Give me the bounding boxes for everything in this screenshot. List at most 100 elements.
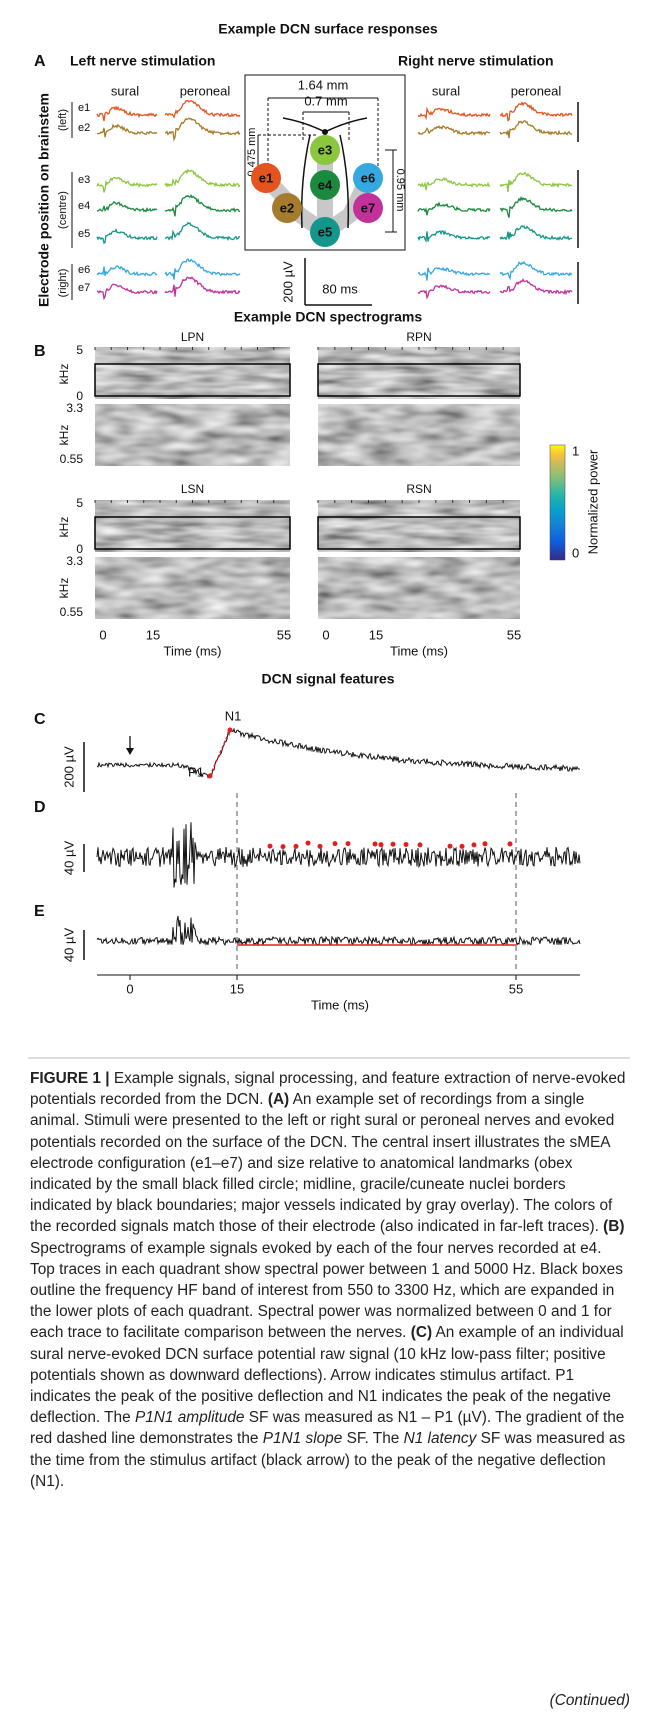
spectrogram <box>95 347 290 399</box>
scale-label: 80 ms <box>322 281 358 296</box>
filtered-trace <box>96 822 581 888</box>
trace <box>164 193 241 217</box>
y-tick-label: 3.3 <box>66 554 83 568</box>
caption: FIGURE 1 | Example signals, signal proce… <box>30 1068 630 1492</box>
caption-term: N1 latency <box>403 1430 477 1448</box>
electrode-label: e3 <box>318 142 332 157</box>
x-tick-label: 0 <box>99 627 106 642</box>
trace <box>164 99 241 119</box>
caption-ref: (A) <box>267 1091 290 1109</box>
trace <box>417 284 491 300</box>
axis-label: Electrode position on brainstem <box>36 93 52 307</box>
spectrograms: LPN503.30.55kHzkHzRPNLSN503.30.55kHzkHz0… <box>57 330 521 658</box>
scale-label: 200 µV <box>61 746 76 788</box>
axis-label: kHz <box>57 425 71 446</box>
group-label: (left) <box>57 109 69 131</box>
figure: Example DCN surface responses A Left ner… <box>28 21 630 1059</box>
caption-text: Example signals, signal processing, and … <box>30 1070 626 1109</box>
colorbar <box>549 444 566 561</box>
x-tick-label: 55 <box>509 981 523 996</box>
peak-dot <box>305 840 311 846</box>
peak-dot <box>332 841 338 847</box>
caption-term: P1N1 amplitude <box>134 1409 245 1427</box>
column-label: peroneal <box>511 83 562 98</box>
trace <box>96 176 158 193</box>
panel-letter: D <box>34 799 46 816</box>
trace <box>417 177 491 191</box>
traces: 0 15 55 <box>96 727 581 996</box>
caption-text: An example of an individual sural nerve-… <box>30 1324 624 1427</box>
peak-dot <box>447 843 453 849</box>
plot-title: LSN <box>181 482 204 496</box>
peak-dot <box>378 842 384 848</box>
panel-title: DCN signal features <box>261 671 394 687</box>
trace <box>164 168 241 188</box>
boundary <box>300 134 350 229</box>
electrode-label: e4 <box>318 177 333 192</box>
caption-text: SF was measured as the time from the sti… <box>30 1430 626 1490</box>
scale-label: 40 µV <box>61 928 76 963</box>
caption-text: An example set of recordings from a sing… <box>30 1091 615 1236</box>
colorbar-label: Normalized power <box>585 449 600 554</box>
electrode <box>353 193 383 223</box>
x-tick-label: 55 <box>277 627 291 642</box>
peak-dot <box>293 843 299 849</box>
electrode-label: e6 <box>361 170 375 185</box>
continued-note: (Continued) <box>549 1692 630 1709</box>
column-label: peroneal <box>180 83 231 98</box>
peak-dot <box>317 843 323 849</box>
x-tick-label: 15 <box>230 981 244 996</box>
electrode-map: e1 e2 e3 e4 e5 e6 e7 <box>251 135 383 247</box>
spectrogram <box>95 500 290 552</box>
signal-trace <box>96 727 581 779</box>
caption-label: FIGURE 1 | <box>30 1070 110 1087</box>
y-tick-label: 0.55 <box>60 452 84 466</box>
peak-dot <box>280 844 286 850</box>
peak-dot <box>390 841 396 847</box>
caption-text: SF. The <box>342 1430 404 1448</box>
electrode <box>310 135 340 165</box>
trace <box>499 120 573 139</box>
peak-dot <box>507 841 513 847</box>
axis-label: kHz <box>57 517 71 538</box>
scale-label: 40 µV <box>61 841 76 876</box>
caption-text: Spectrograms of example signals evoked b… <box>30 1239 623 1342</box>
trace <box>499 224 572 241</box>
dimension-label: 0.7 mm <box>304 93 347 108</box>
trace <box>499 278 573 296</box>
peak-label: N1 <box>225 708 242 723</box>
trace <box>164 258 241 280</box>
electrode <box>272 193 302 223</box>
peak-marker <box>207 773 213 779</box>
x-tick-label: 15 <box>369 627 383 642</box>
plot-title: RPN <box>406 330 431 344</box>
slope-line <box>209 729 231 777</box>
axis-label: Time (ms) <box>390 643 448 658</box>
electrode <box>353 163 383 193</box>
electrode <box>310 217 340 247</box>
trace <box>417 106 491 121</box>
spectrogram-hf <box>95 557 290 619</box>
caption-ref: (B) <box>603 1218 625 1236</box>
y-tick-label: 0 <box>76 542 83 556</box>
electrode-label: e7 <box>78 282 90 294</box>
arrow-head <box>126 748 134 755</box>
trace <box>96 283 158 301</box>
trace <box>96 105 158 122</box>
panel-letter: A <box>34 53 46 70</box>
trace <box>417 201 491 216</box>
column-label: sural <box>111 83 139 98</box>
group-label: (centre) <box>57 191 69 229</box>
colorbar-tick: 0 <box>572 545 579 560</box>
trace <box>417 230 491 244</box>
peak-dot <box>345 841 351 847</box>
x-tick-label: 0 <box>322 627 329 642</box>
peak-dot <box>482 841 488 847</box>
peak-dot <box>417 842 423 848</box>
plot-title: LPN <box>181 330 204 344</box>
electrode-label: e5 <box>78 228 90 240</box>
colorbar-tick: 1 <box>572 443 579 458</box>
peak-dot <box>403 842 409 848</box>
panel-title: Example DCN spectrograms <box>234 309 423 325</box>
axis-label: Time (ms) <box>311 997 369 1012</box>
